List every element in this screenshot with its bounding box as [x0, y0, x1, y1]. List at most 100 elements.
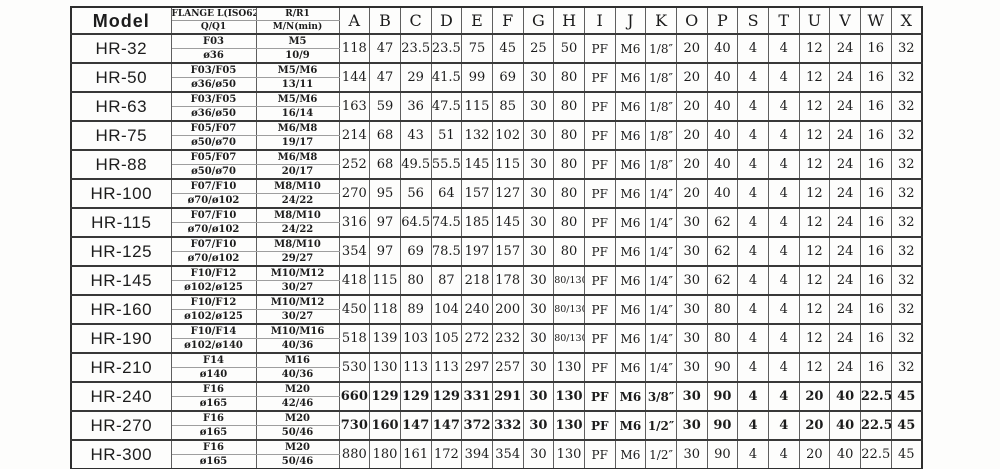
value-cell-I: PF — [583, 381, 616, 411]
flange-code-cell: F03 — [170, 33, 257, 49]
value-cell-P: 40 — [706, 33, 739, 63]
thread-size-cell: M20 — [255, 410, 340, 426]
value-cell-T: 4 — [767, 265, 800, 295]
model-cell: HR-160 — [70, 294, 172, 324]
value-cell-A: 144 — [338, 62, 371, 92]
value-cell-W: 16 — [859, 352, 892, 382]
value-cell-X: 32 — [890, 207, 923, 237]
col-header-D: D — [430, 7, 463, 34]
flange-code-cell: F10/F12 — [170, 265, 257, 281]
value-cell-I: PF — [583, 352, 616, 382]
value-cell-V: 24 — [829, 265, 861, 295]
col-header-H: H — [553, 7, 585, 34]
value-cell-U: 12 — [798, 178, 831, 208]
value-cell-J: M6 — [614, 178, 647, 208]
thread-size-cell: M5/M6 — [255, 62, 340, 78]
value-cell-C: 161 — [399, 439, 432, 469]
value-cell-F: 102 — [491, 120, 524, 150]
table-row: HR-88 F05/F07 M6/M8 252 68 49.5 55.5 145 115 30 80… — [70, 149, 923, 179]
value-cell-I: PF — [583, 62, 616, 92]
value-cell-E: 240 — [461, 294, 493, 324]
flange-diameter-cell: ø102/ø125 — [170, 280, 257, 295]
value-cell-W: 16 — [859, 207, 892, 237]
model-cell: HR-115 — [70, 207, 172, 237]
value-cell-X: 32 — [890, 33, 923, 63]
value-cell-E: 297 — [461, 352, 493, 382]
value-cell-O: 30 — [675, 323, 708, 353]
col-header-W: W — [859, 7, 892, 34]
value-cell-C: 103 — [399, 323, 432, 353]
flange-diameter-cell: ø70/ø102 — [170, 251, 257, 266]
value-cell-P: 62 — [706, 265, 739, 295]
value-cell-H: 80 — [553, 178, 585, 208]
value-cell-T: 4 — [767, 439, 800, 469]
thread-size-cell: M10/M12 — [255, 294, 340, 310]
value-cell-K: 3/8″ — [645, 381, 677, 411]
value-cell-A: 354 — [338, 236, 371, 266]
value-cell-U: 12 — [798, 352, 831, 382]
value-cell-K: 1/2″ — [645, 439, 677, 469]
table-row: HR-125 F07/F10 M8/M10 354 97 69 78.5 197 157 30 80… — [70, 236, 923, 266]
value-cell-F: 354 — [491, 439, 524, 469]
value-cell-I: PF — [583, 120, 616, 150]
value-cell-K: 1/8″ — [645, 120, 677, 150]
table-row: HR-145 F10/F12 M10/M12 418 115 80 87 218 178 30 80… — [70, 265, 923, 295]
value-cell-T: 4 — [767, 381, 800, 411]
value-cell-F: 257 — [491, 352, 524, 382]
flange-diameter-cell: ø102/ø140 — [170, 338, 257, 353]
flange-code-cell: F14 — [170, 352, 257, 368]
value-cell-V: 24 — [829, 236, 861, 266]
value-cell-J: M6 — [614, 381, 647, 411]
col-header-S: S — [737, 7, 769, 34]
value-cell-T: 4 — [767, 294, 800, 324]
value-cell-I: PF — [583, 149, 616, 179]
value-cell-J: M6 — [614, 265, 647, 295]
value-cell-V: 24 — [829, 120, 861, 150]
value-cell-G: 30 — [522, 352, 555, 382]
model-column-header: Model — [70, 7, 172, 34]
table-subrow: ø36/ø50 16/14 — [71, 106, 922, 121]
flange-code-cell: F07/F10 — [170, 178, 257, 194]
thread-size-cell: M10/M16 — [255, 323, 340, 339]
value-cell-O: 30 — [675, 410, 708, 440]
value-cell-U: 12 — [798, 323, 831, 353]
value-cell-E: 218 — [461, 265, 493, 295]
value-cell-H: 130 — [553, 381, 585, 411]
value-cell-H: 80 — [553, 236, 585, 266]
model-cell: HR-32 — [70, 33, 172, 63]
table-row: HR-270 F16 M20 730 160 147 147 372 332 30 130 PF M6 1… — [70, 410, 923, 440]
flange-header-top: FLANGE L(ISO6211) — [170, 7, 257, 21]
value-cell-W: 16 — [859, 120, 892, 150]
col-header-A: A — [338, 7, 371, 34]
thread-size-cell: M8/M10 — [255, 236, 340, 252]
value-cell-A: 118 — [338, 33, 371, 63]
mn-min-cell: 50/46 — [255, 454, 340, 469]
table-subrow: ø36 10/9 — [71, 48, 922, 63]
table-subrow: ø70/ø102 24/22 — [71, 193, 922, 208]
value-cell-A: 163 — [338, 91, 371, 121]
value-cell-J: M6 — [614, 439, 647, 469]
value-cell-U: 20 — [798, 410, 831, 440]
value-cell-V: 24 — [829, 178, 861, 208]
value-cell-B: 180 — [369, 439, 401, 469]
value-cell-K: 1/4″ — [645, 352, 677, 382]
table-subrow: ø36/ø50 13/11 — [71, 77, 922, 92]
value-cell-H: 50 — [553, 33, 585, 63]
value-cell-C: 129 — [399, 381, 432, 411]
model-cell: HR-88 — [70, 149, 172, 179]
thread-size-cell: M6/M8 — [255, 149, 340, 165]
value-cell-C: 49.5 — [399, 149, 432, 179]
col-header-J: J — [614, 7, 647, 34]
col-header-X: X — [890, 7, 923, 34]
thread-size-cell: M5 — [255, 33, 340, 49]
col-header-I: I — [583, 7, 616, 34]
value-cell-C: 89 — [399, 294, 432, 324]
value-cell-I: PF — [583, 178, 616, 208]
value-cell-B: 118 — [369, 294, 401, 324]
value-cell-U: 12 — [798, 62, 831, 92]
value-cell-U: 12 — [798, 149, 831, 179]
value-cell-V: 24 — [829, 294, 861, 324]
value-cell-W: 16 — [859, 91, 892, 121]
value-cell-E: 115 — [461, 91, 493, 121]
flange-diameter-cell: ø50/ø70 — [170, 135, 257, 150]
